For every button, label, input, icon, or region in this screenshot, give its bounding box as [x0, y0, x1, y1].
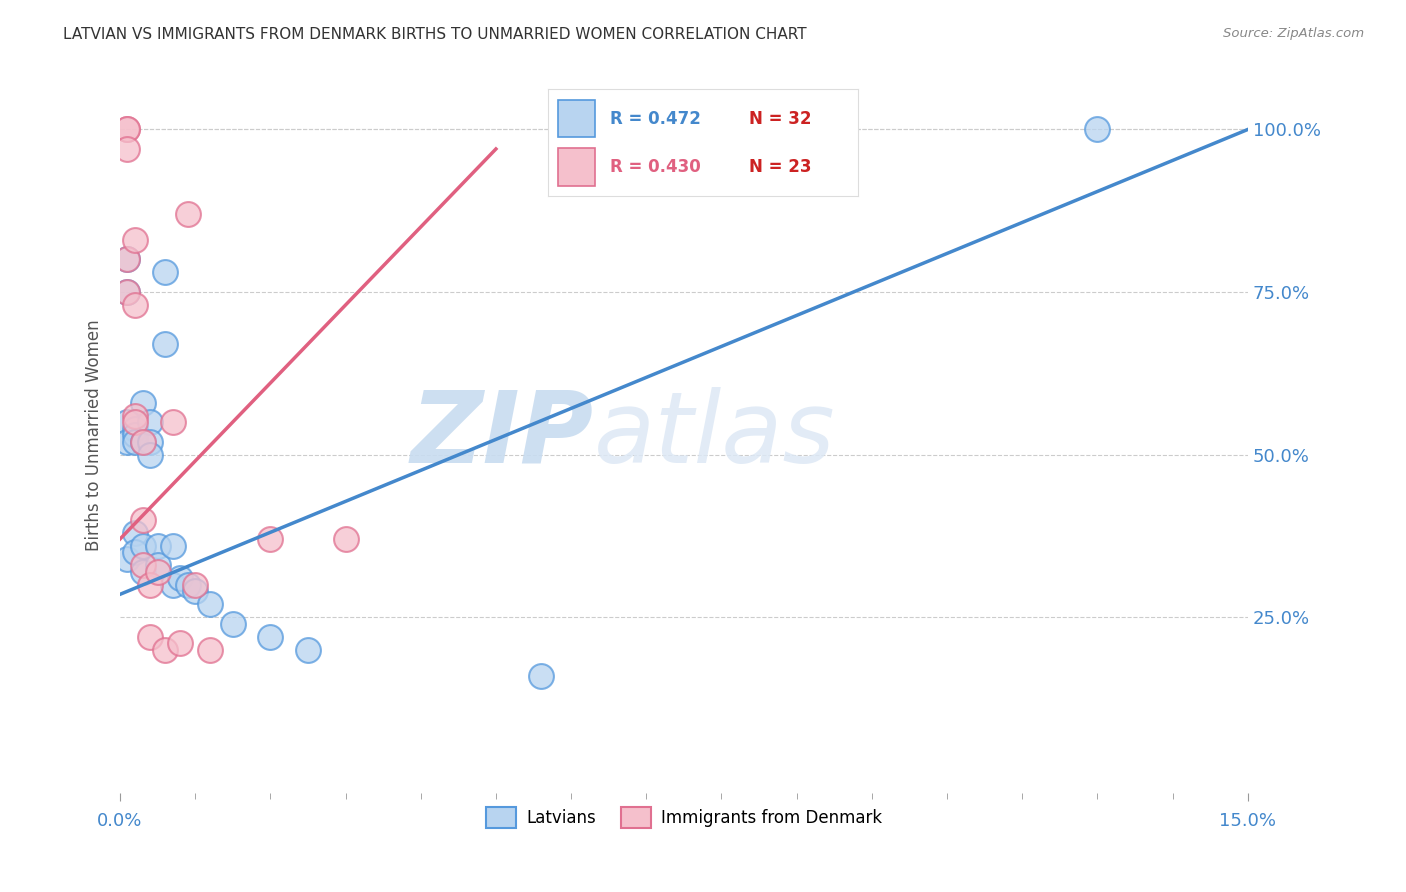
Point — [153, 337, 176, 351]
Point — [259, 532, 281, 546]
Point — [124, 421, 146, 435]
Text: N = 23: N = 23 — [749, 158, 811, 176]
Point — [162, 577, 184, 591]
Point — [198, 597, 221, 611]
Point — [146, 539, 169, 553]
Point — [176, 577, 198, 591]
Legend: Latvians, Immigrants from Denmark: Latvians, Immigrants from Denmark — [479, 801, 889, 834]
Point — [117, 285, 139, 299]
Point — [117, 142, 139, 156]
Point — [131, 565, 153, 579]
Point — [131, 434, 153, 449]
Point — [184, 584, 207, 599]
Point — [117, 415, 139, 429]
Y-axis label: Births to Unmarried Women: Births to Unmarried Women — [86, 319, 103, 551]
Point — [169, 571, 191, 585]
Text: N = 32: N = 32 — [749, 110, 811, 128]
Point — [117, 252, 139, 267]
Point — [1087, 122, 1109, 136]
Point — [117, 551, 139, 566]
Point — [139, 577, 162, 591]
Point — [139, 448, 162, 462]
Point — [169, 636, 191, 650]
Point — [198, 642, 221, 657]
Point — [162, 415, 184, 429]
Text: atlas: atlas — [593, 386, 835, 483]
Point — [259, 630, 281, 644]
Point — [124, 545, 146, 559]
Point — [153, 642, 176, 657]
Point — [131, 512, 153, 526]
Text: LATVIAN VS IMMIGRANTS FROM DENMARK BIRTHS TO UNMARRIED WOMEN CORRELATION CHART: LATVIAN VS IMMIGRANTS FROM DENMARK BIRTH… — [63, 27, 807, 42]
Bar — [558, 148, 595, 186]
Point — [162, 539, 184, 553]
Point — [117, 122, 139, 136]
Point — [124, 409, 146, 423]
Text: ZIP: ZIP — [411, 386, 593, 483]
Point — [335, 532, 357, 546]
Point — [131, 558, 153, 573]
Point — [222, 616, 245, 631]
Text: R = 0.430: R = 0.430 — [610, 158, 702, 176]
Text: R = 0.472: R = 0.472 — [610, 110, 702, 128]
Point — [117, 285, 139, 299]
Point — [124, 415, 146, 429]
Point — [117, 434, 139, 449]
Point — [139, 630, 162, 644]
Point — [124, 233, 146, 247]
Point — [124, 298, 146, 312]
Point — [131, 434, 153, 449]
Point — [124, 428, 146, 442]
Point — [117, 252, 139, 267]
Point — [139, 434, 162, 449]
Point — [176, 207, 198, 221]
Point — [153, 265, 176, 279]
Point — [131, 539, 153, 553]
Point — [124, 434, 146, 449]
Text: Source: ZipAtlas.com: Source: ZipAtlas.com — [1223, 27, 1364, 40]
Point — [146, 558, 169, 573]
Point — [139, 415, 162, 429]
Point — [184, 577, 207, 591]
Point — [117, 122, 139, 136]
Point — [297, 642, 319, 657]
Point — [530, 668, 553, 682]
Point — [131, 395, 153, 409]
Point — [146, 565, 169, 579]
Point — [124, 525, 146, 540]
Bar — [558, 100, 595, 137]
